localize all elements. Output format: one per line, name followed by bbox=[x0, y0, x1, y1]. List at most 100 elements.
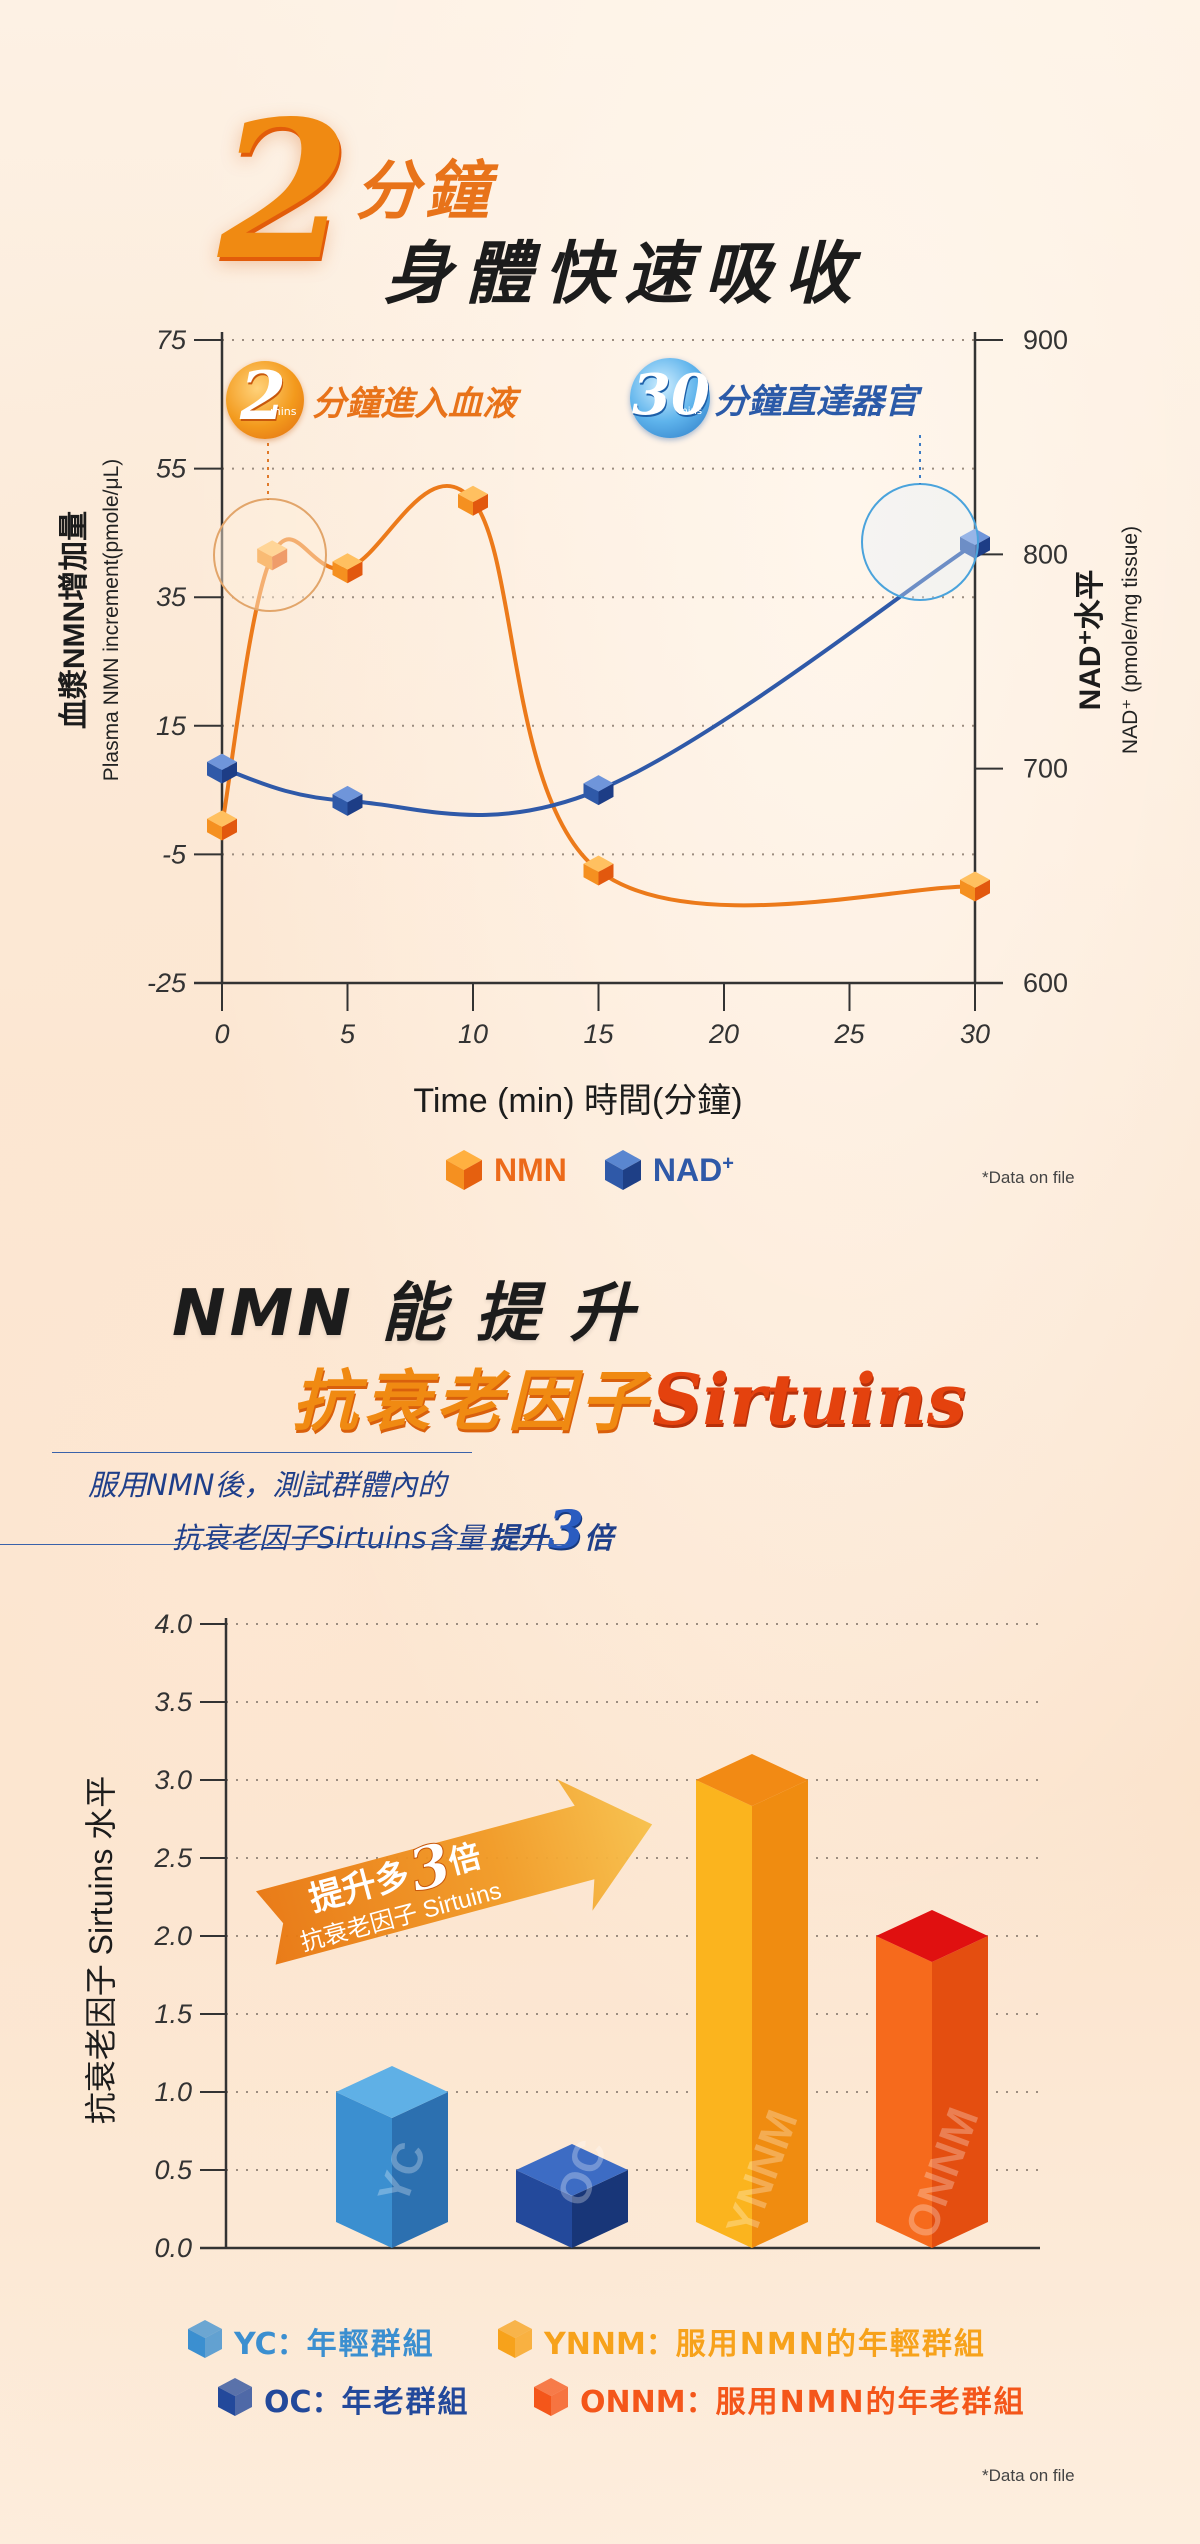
line-chart-ticks: -25 -5 15 35 55 75 600 700 800 900 0 5 10 15 20 25 30 bbox=[147, 325, 1068, 1049]
bar-face-left bbox=[876, 1936, 932, 2248]
x-tick-label: 30 bbox=[960, 1019, 990, 1049]
y-tick-label: 75 bbox=[156, 325, 187, 355]
sirtuins-bar-chart: 0.0 0.5 1.0 1.5 2.0 2.5 3.0 3.5 4.0 YC OC YNNM ONNM… bbox=[83, 1609, 1040, 2263]
series-line-nmn bbox=[220, 483, 977, 908]
bar-y-axis-title: 抗衰老因子 Sirtuins 水平 bbox=[83, 1776, 119, 2125]
x-tick-label: 0 bbox=[214, 1019, 229, 1049]
y2-tick-label: 900 bbox=[1023, 325, 1068, 355]
nmn-data-point bbox=[257, 540, 288, 571]
bar-face-right bbox=[392, 2092, 448, 2248]
callout-30min-text: 分鐘直達器官 bbox=[714, 381, 918, 422]
y2-axis-title: NAD⁺水平 bbox=[1074, 570, 1107, 711]
legend-item-ynnm: YNNM： 服用NMN的年輕群組 bbox=[496, 2318, 986, 2364]
highlight-circle-2min bbox=[213, 498, 327, 612]
bar-onnm: ONNM bbox=[876, 1910, 988, 2248]
absorption-line-chart: -25 -5 15 35 55 75 600 700 800 900 0 5 10 15 20 25 30 血漿… bbox=[58, 325, 1142, 1120]
callout-2min-text: 分鐘進入血液 bbox=[312, 383, 516, 424]
bar-face-top bbox=[516, 2144, 628, 2196]
title-line2: 身體快速吸收 bbox=[384, 235, 865, 314]
legend-label: 服用NMN的年老群組 bbox=[715, 2385, 1026, 2420]
subtitle-line2a: 抗衰老因子Sirtuins含量 bbox=[172, 1521, 485, 1555]
section2-title-line2a: 抗衰老因子 bbox=[292, 1363, 652, 1440]
callout-30min: 30 mins 分鐘直達器官 bbox=[630, 358, 918, 438]
bar-chart-legend: YC： 年輕群組 YNNM： 服用NMN的年輕群組 OC： 年老群組 ONNM： 服用NMN的… bbox=[186, 2318, 1066, 2428]
bar-y-tick-label: 3.0 bbox=[154, 1765, 192, 1795]
highlight-circle-30min bbox=[861, 483, 979, 601]
legend-item-yc: YC： 年輕群組 bbox=[186, 2318, 435, 2364]
nad-data-point bbox=[960, 528, 990, 559]
y2-tick-label: 800 bbox=[1023, 539, 1068, 569]
legend-cube-icon bbox=[496, 2318, 534, 2364]
bar-face-top bbox=[876, 1910, 988, 1962]
line-chart-points bbox=[207, 485, 990, 902]
series-line-nad bbox=[220, 541, 977, 817]
subtitle-rule-top bbox=[52, 1452, 472, 1453]
x-axis-title: Time (min) 時間(分鐘) bbox=[413, 1082, 742, 1120]
legend-nmn-label: NMN bbox=[494, 1151, 567, 1188]
y-axis-subtitle: Plasma NMN increment(pmole/μL) bbox=[100, 459, 123, 782]
bar-y-tick-label: 0.0 bbox=[154, 2233, 192, 2263]
nmn-data-point bbox=[583, 855, 614, 886]
legend-cube-icon bbox=[216, 2376, 254, 2422]
bar-face-top bbox=[336, 2066, 448, 2118]
legend-label: 服用NMN的年輕群組 bbox=[675, 2327, 986, 2362]
bar-chart-bars: YC OC YNNM ONNM bbox=[336, 1754, 988, 2248]
nad-data-point bbox=[207, 753, 237, 784]
subtitle-line2b: 提升 bbox=[489, 1521, 548, 1555]
section2-title-line2: 抗衰老因子Sirtuins bbox=[292, 1348, 966, 1444]
legend-code: ONNM： bbox=[580, 2385, 716, 2420]
bar-y-tick-label: 1.5 bbox=[154, 1999, 193, 2029]
y2-tick-label: 700 bbox=[1023, 754, 1068, 784]
nmn-data-point bbox=[207, 810, 237, 841]
bar-chart-ticks: 0.0 0.5 1.0 1.5 2.0 2.5 3.0 3.5 4.0 bbox=[153, 1609, 226, 2263]
bar-y-tick-label: 2.0 bbox=[153, 1921, 192, 1951]
callout-30min-number: 30 bbox=[632, 362, 710, 428]
bar-oc: OC bbox=[516, 2134, 628, 2248]
x-tick-label: 10 bbox=[458, 1019, 488, 1049]
nad-data-point bbox=[332, 785, 363, 816]
legend-item-oc: OC： 年老群組 bbox=[216, 2376, 470, 2422]
callout-2min-number: 2 bbox=[240, 357, 286, 435]
line-chart-series bbox=[220, 483, 977, 908]
y-tick-label: 55 bbox=[156, 454, 187, 484]
footnote-2: *Data on file bbox=[982, 2466, 1075, 2485]
subtitle-unit: 倍 bbox=[583, 1521, 613, 1555]
section2-title-line1: NMN 能 提 升 bbox=[172, 1277, 638, 1351]
legend-code: YC： bbox=[234, 2327, 307, 2362]
x-tick-label: 25 bbox=[833, 1019, 865, 1049]
callout-2min-unit: mins bbox=[270, 405, 297, 418]
y-tick-label: 15 bbox=[156, 711, 187, 741]
subtitle-rule-bottom bbox=[0, 1544, 568, 1545]
x-tick-label: 20 bbox=[708, 1019, 739, 1049]
line-chart-legend: NMN NAD+ bbox=[444, 1148, 734, 1192]
y-tick-label: 35 bbox=[156, 582, 187, 612]
legend-nad-label: NAD+ bbox=[653, 1152, 734, 1189]
subtitle-line1: 服用NMN後，測試群體內的 bbox=[88, 1468, 447, 1502]
nmn-cube-icon bbox=[444, 1148, 484, 1192]
legend-label: 年輕群組 bbox=[306, 2327, 435, 2362]
highlight-arrow: 提升多 3 倍 抗衰老因子 Sirtuins bbox=[255, 1779, 653, 1965]
legend-code: OC： bbox=[264, 2385, 342, 2420]
subtitle-line2: 抗衰老因子Sirtuins含量 提升3倍 bbox=[172, 1500, 613, 1561]
legend-code: YNNM： bbox=[544, 2327, 676, 2362]
title-number: 2 bbox=[218, 79, 351, 302]
subtitle-number: 3 bbox=[547, 1500, 584, 1561]
legend-nad-text: NAD bbox=[652, 1151, 723, 1188]
legend-nad-sup: + bbox=[722, 1151, 734, 1174]
bar-face-top bbox=[696, 1754, 808, 1806]
footnote-1: *Data on file bbox=[982, 1168, 1075, 1187]
callout-2min: 2 mins 分鐘進入血液 bbox=[226, 357, 516, 440]
y-axis-title: 血漿NMN增加量 bbox=[58, 511, 91, 729]
nmn-data-point bbox=[332, 553, 363, 584]
y2-tick-label: 600 bbox=[1023, 968, 1068, 998]
y2-axis-subtitle: NAD⁺ (pmole/mg tissue) bbox=[1119, 526, 1142, 754]
callout-30min-badge: 30 mins bbox=[630, 358, 710, 438]
legend-cube-icon bbox=[532, 2376, 570, 2422]
y-tick-label: -25 bbox=[147, 968, 187, 998]
legend-label: 年老群組 bbox=[341, 2385, 470, 2420]
y-tick-label: -5 bbox=[162, 839, 187, 869]
nmn-data-point bbox=[960, 871, 990, 902]
callout-2min-badge: 2 mins bbox=[226, 357, 304, 439]
bar-face-right bbox=[932, 1936, 988, 2248]
bar-y-tick-label: 1.0 bbox=[154, 2077, 192, 2107]
